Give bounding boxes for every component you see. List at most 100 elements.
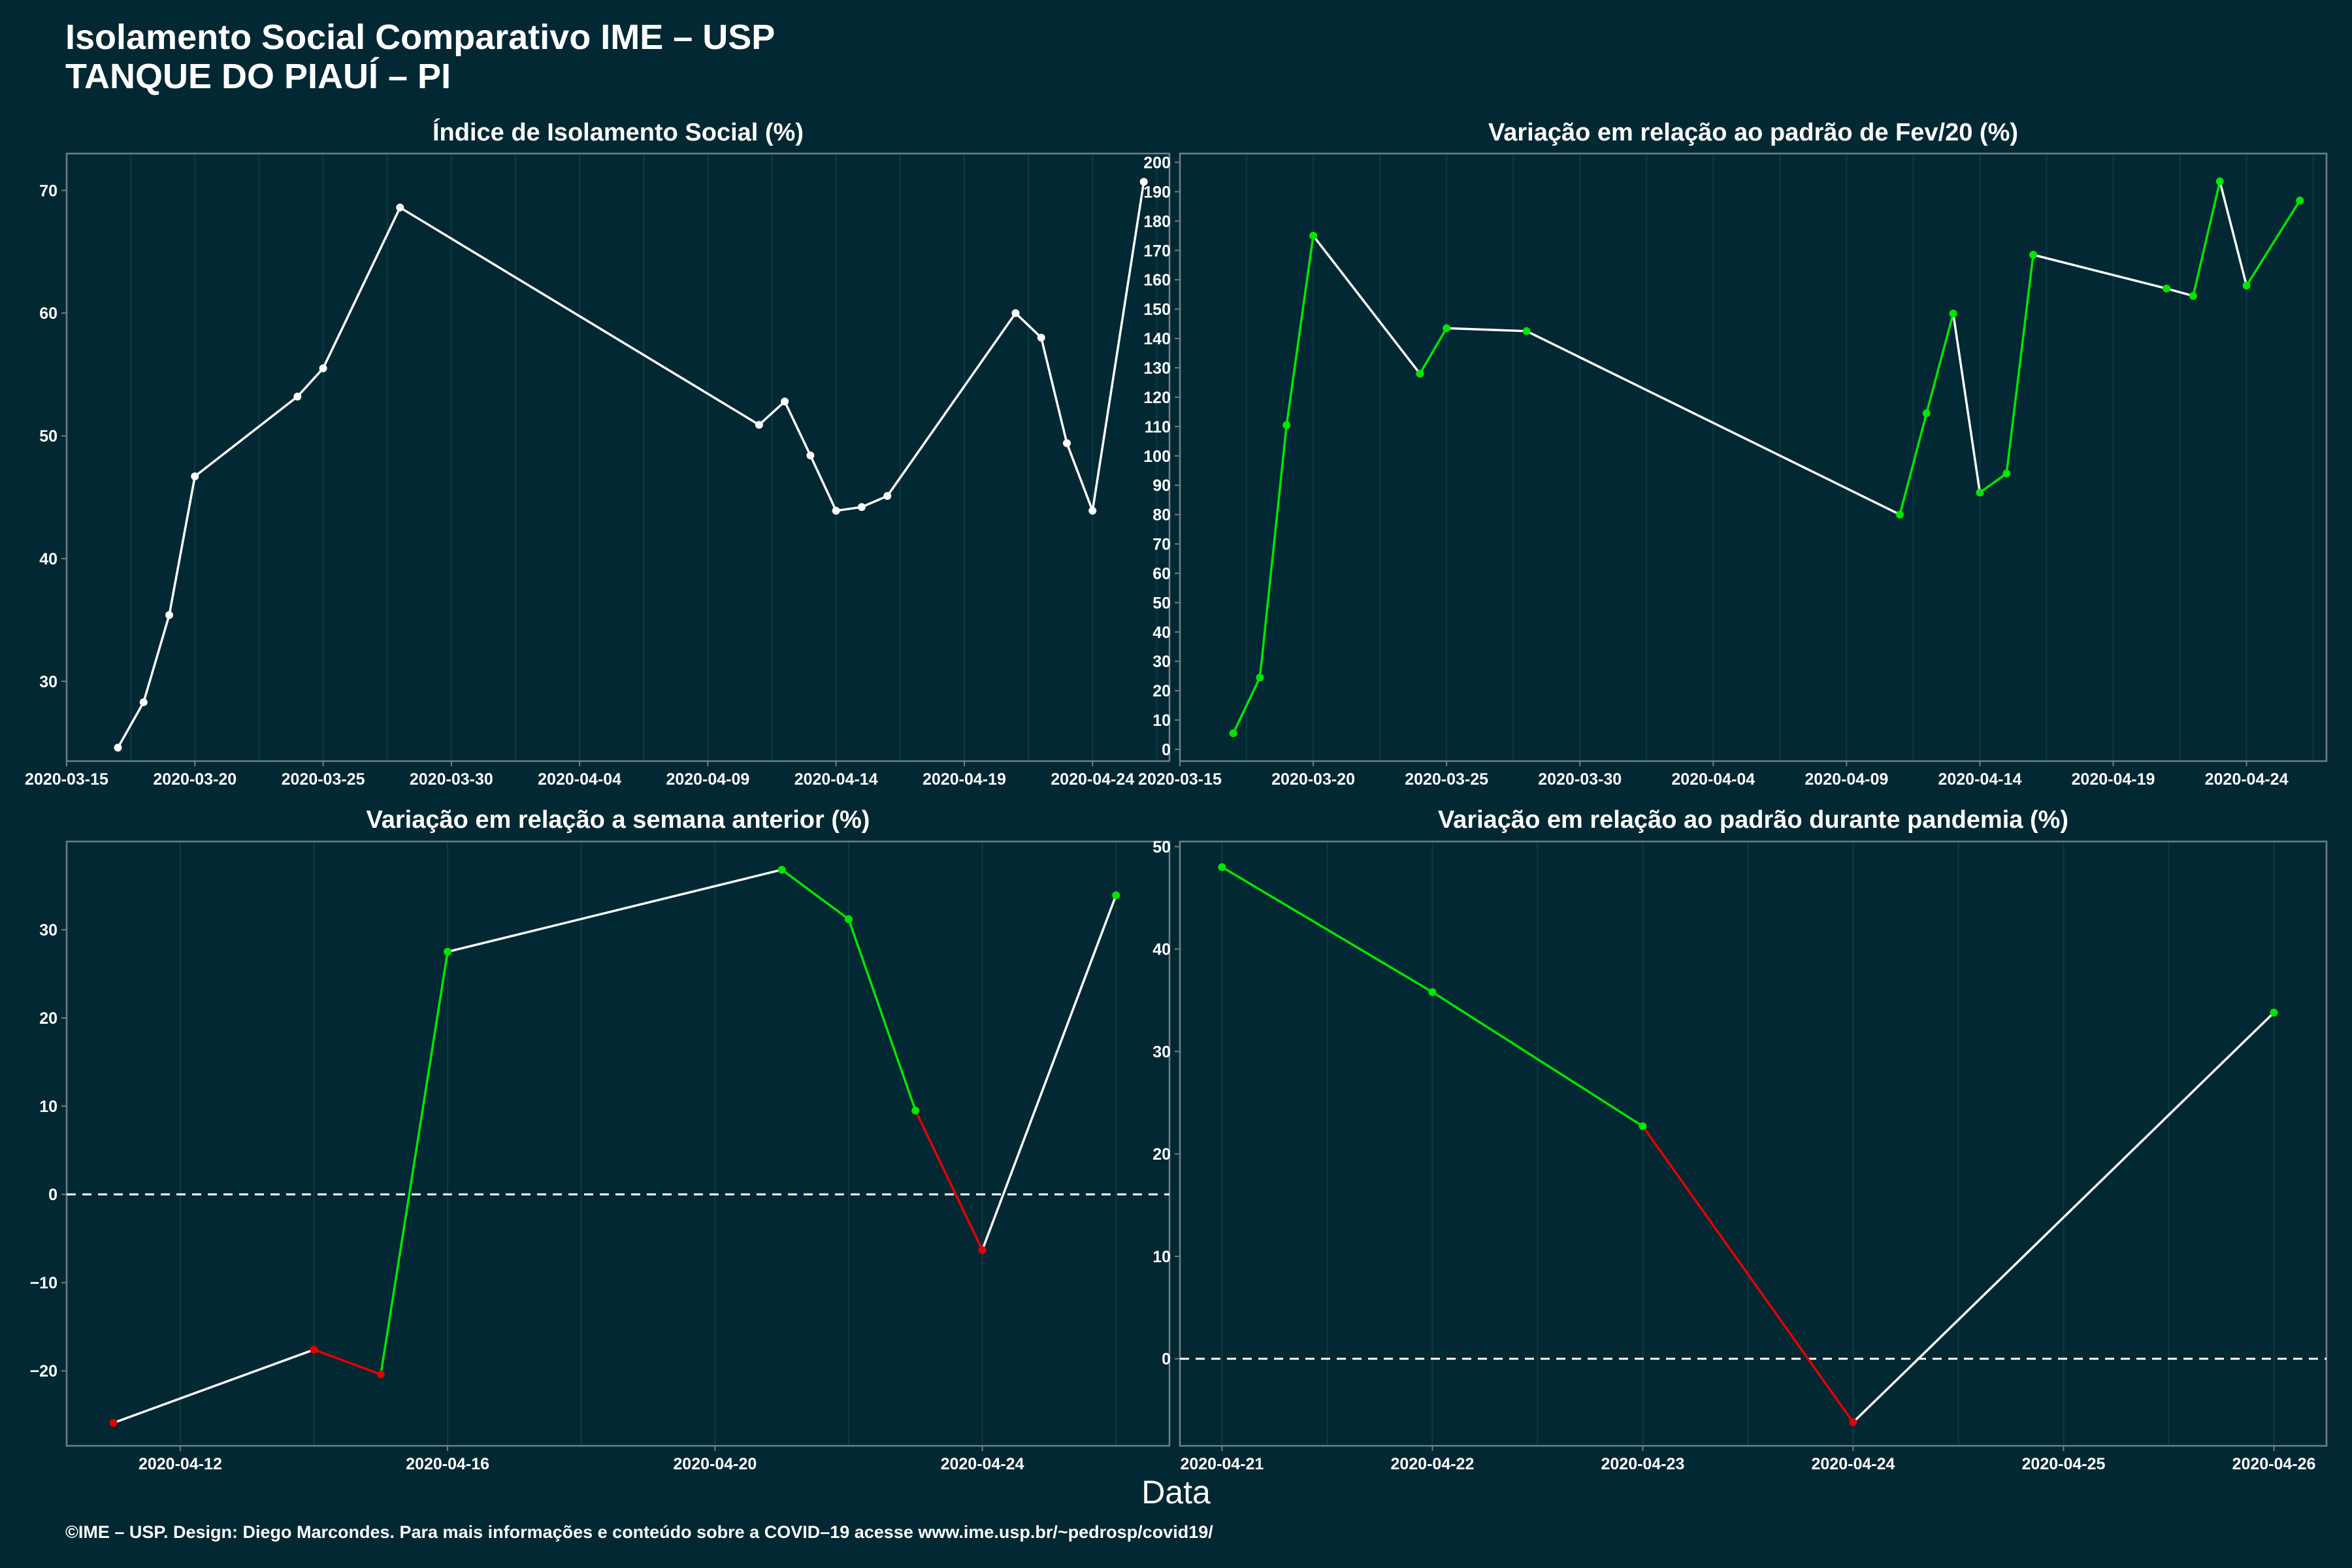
- y-tick-label: 60: [39, 304, 57, 323]
- y-tick-label: 50: [1152, 838, 1171, 857]
- series-segment: [2192, 181, 2221, 297]
- data-point: [1062, 439, 1071, 448]
- series-segment: [1526, 330, 1901, 516]
- series-segment: [447, 868, 783, 953]
- y-tick-label: −20: [30, 1362, 57, 1380]
- page-title: Isolamento Social Comparativo IME – USP: [65, 18, 776, 57]
- x-tick-label: 2020-04-09: [1805, 770, 1888, 789]
- series-segment: [1852, 1011, 2275, 1424]
- series-segment: [781, 868, 849, 921]
- y-tick-label: 40: [1152, 941, 1171, 959]
- y-tick-label: 100: [1143, 448, 1171, 466]
- series-segment: [1232, 677, 1262, 734]
- panel-border: [1179, 152, 2328, 762]
- data-point: [857, 503, 866, 512]
- series-segment: [1431, 990, 1644, 1128]
- data-point: [2029, 251, 2038, 259]
- y-tick-label: 140: [1143, 330, 1171, 348]
- y-tick-label: 50: [39, 427, 57, 446]
- y-tick-label: 190: [1143, 183, 1171, 201]
- series-segment: [758, 400, 786, 426]
- y-tick-label: 130: [1143, 359, 1171, 378]
- series-segment: [861, 495, 888, 508]
- panel-title: Índice de Isolamento Social (%): [433, 118, 804, 146]
- data-point: [2215, 177, 2224, 186]
- y-tick-label: 90: [1152, 477, 1171, 495]
- series-segment: [1258, 425, 1288, 678]
- y-tick-label: 180: [1143, 212, 1171, 231]
- x-tick-label: 2020-04-21: [1180, 1455, 1264, 1473]
- data-point: [139, 698, 148, 706]
- series-segment: [981, 894, 1117, 1250]
- series-segment: [313, 1348, 382, 1376]
- page-subtitle: TANQUE DO PIAUÍ – PI: [65, 57, 451, 96]
- panel-border: [1179, 840, 2328, 1447]
- y-tick-label: 30: [39, 673, 57, 691]
- y-tick-label: 20: [1152, 682, 1171, 700]
- data-point: [1639, 1122, 1647, 1130]
- data-point: [806, 451, 815, 460]
- series-segment: [1925, 313, 1955, 414]
- x-axis-title: Data: [1141, 1474, 1211, 1511]
- data-point: [1416, 369, 1424, 378]
- panel-variation-pandemic: Variação em relação ao padrão durante pa…: [1152, 806, 2328, 1473]
- series-segment: [1040, 337, 1068, 444]
- data-point: [1522, 327, 1531, 335]
- data-point: [191, 472, 199, 481]
- x-tick-label: 2020-04-25: [2022, 1455, 2106, 1473]
- data-point: [883, 492, 892, 500]
- x-tick-label: 2020-04-24: [941, 1455, 1024, 1473]
- y-tick-label: 40: [1152, 623, 1171, 642]
- panel-border: [65, 152, 1171, 762]
- y-tick-label: 30: [1152, 653, 1171, 671]
- data-point: [1309, 231, 1318, 240]
- data-point: [1088, 506, 1097, 515]
- x-tick-label: 2020-03-15: [25, 770, 108, 789]
- y-tick-label: 20: [1152, 1145, 1171, 1164]
- panel-variation-previous-week: Variação em relação a semana anterior (%…: [30, 806, 1171, 1473]
- y-tick-label: 60: [1152, 564, 1171, 583]
- data-point: [2002, 469, 2011, 478]
- series-segment: [836, 506, 862, 512]
- data-point: [1011, 309, 1020, 318]
- data-point: [396, 203, 404, 212]
- x-tick-label: 2020-04-12: [139, 1455, 222, 1473]
- x-tick-label: 2020-04-19: [923, 770, 1006, 789]
- x-tick-label: 2020-04-23: [1601, 1455, 1684, 1473]
- series-segment: [399, 206, 760, 426]
- series-segment: [886, 312, 1017, 497]
- panel-isolation-index: Índice de Isolamento Social (%) 2020-03-1…: [25, 118, 1171, 789]
- panel-border: [65, 840, 1171, 1447]
- y-tick-label: 10: [39, 1098, 57, 1116]
- data-point: [1849, 1418, 1857, 1426]
- x-tick-label: 2020-03-15: [1138, 770, 1222, 789]
- x-tick-label: 2020-03-30: [410, 770, 493, 789]
- panel-variation-feb: Variação em relação ao padrão de Fev/20 …: [1138, 119, 2328, 789]
- y-tick-label: 30: [1152, 1043, 1171, 1061]
- x-tick-label: 2020-04-16: [406, 1455, 489, 1473]
- series-segment: [1091, 181, 1145, 511]
- x-tick-label: 2020-04-04: [1671, 770, 1755, 789]
- y-tick-label: 70: [39, 182, 57, 200]
- x-tick-label: 2020-03-20: [1271, 770, 1355, 789]
- y-tick-label: 200: [1143, 154, 1171, 172]
- data-point: [755, 421, 763, 429]
- data-point: [781, 397, 789, 406]
- data-point: [310, 1345, 318, 1354]
- series-segment: [809, 455, 838, 512]
- y-tick-label: 120: [1143, 389, 1171, 407]
- data-point: [1949, 309, 1957, 318]
- series-segment: [2246, 199, 2301, 287]
- footer-credits: ©IME – USP. Design: Diego Marcondes. Par…: [65, 1522, 1213, 1542]
- x-tick-label: 2020-03-25: [282, 770, 365, 789]
- series-segment: [914, 1110, 984, 1250]
- data-point: [1976, 488, 1984, 497]
- series-segment: [142, 614, 171, 703]
- data-point: [2296, 196, 2304, 204]
- series-segment: [116, 701, 145, 749]
- data-point: [444, 947, 452, 956]
- series-segment: [1446, 327, 1527, 333]
- data-point: [1282, 421, 1291, 429]
- series-segment: [297, 367, 324, 398]
